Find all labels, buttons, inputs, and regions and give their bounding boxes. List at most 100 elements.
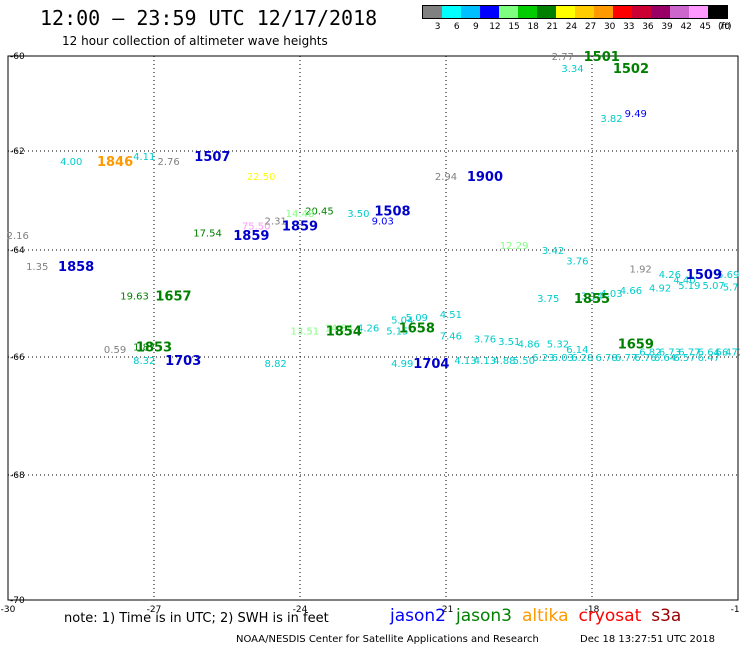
- pass-time-label: 1507: [194, 150, 230, 165]
- wave-height-label: 3.76: [474, 334, 496, 345]
- pass-time-label: 1858: [58, 260, 94, 275]
- color-swatch: [594, 6, 613, 18]
- wave-height-label: 12.29: [500, 241, 529, 252]
- color-swatch: [689, 6, 708, 18]
- wave-height-label: 5.04: [391, 316, 413, 327]
- wave-height-label: 4.11: [133, 152, 155, 163]
- color-scale-tick-label: 15: [508, 22, 520, 32]
- wave-height-label: 5.15: [386, 326, 408, 337]
- latitude-tick-label: -70: [10, 596, 25, 606]
- color-swatch: [632, 6, 651, 18]
- pass-time-label: 1854: [326, 324, 362, 339]
- color-swatch: [708, 6, 727, 18]
- wave-height-label: 1.92: [630, 265, 652, 276]
- pass-time-label: 1659: [618, 338, 654, 353]
- source-credit: NOAA/NESDIS Center for Satellite Applica…: [236, 634, 539, 645]
- wave-height-label: 3.51: [498, 337, 520, 348]
- generation-timestamp: Dec 18 13:27:51 UTC 2018: [580, 634, 715, 645]
- wave-height-label: 6.57: [673, 353, 695, 364]
- wave-height-label: 5.7: [723, 282, 739, 293]
- pass-time-label: 1657: [155, 289, 191, 304]
- wave-height-label: 3.82: [600, 114, 622, 125]
- wave-height-label: 6.77: [615, 353, 637, 364]
- latitude-tick-label: -60: [10, 52, 25, 62]
- pass-time-label: 1859: [233, 229, 269, 244]
- color-scale-tick-label: 30: [603, 22, 616, 32]
- wave-height-label: 4.13: [474, 356, 496, 367]
- color-scale-tick-label: 21: [546, 22, 559, 32]
- color-swatch: [423, 6, 442, 18]
- wave-height-label: 7.46: [440, 332, 462, 343]
- color-swatch: [518, 6, 537, 18]
- satellite-legend-jason3: jason3: [456, 606, 512, 626]
- satellite-legend: jason2 jason3 altika cryosat s3a: [390, 606, 691, 626]
- wave-height-label: 17.54: [193, 229, 222, 240]
- satellite-legend-s3a: s3a: [651, 606, 682, 626]
- wave-height-label: 6.23: [532, 353, 554, 364]
- wave-height-label: 6.47: [698, 353, 720, 364]
- wave-height-label: 6.03: [552, 353, 574, 364]
- wave-height-label: 19.63: [120, 291, 149, 302]
- wave-height-label: 14.84: [325, 324, 354, 335]
- wave-height-label: 13.51: [291, 326, 320, 337]
- wave-height-label: 4.92: [649, 283, 671, 294]
- wave-height-label: 2.77: [552, 52, 574, 63]
- color-scale-tick-label: 24: [565, 22, 578, 32]
- wave-height-label: 3.75: [537, 294, 559, 305]
- color-swatch: [613, 6, 632, 18]
- wave-height-label: 6.64: [654, 353, 676, 364]
- color-scale-tick-label: 12: [489, 22, 501, 32]
- wave-height-label: 4.00: [60, 157, 82, 168]
- color-swatch: [442, 6, 461, 18]
- color-swatch: [651, 6, 670, 18]
- wave-height-label: 14.48: [286, 209, 315, 220]
- pass-time-label: 1853: [136, 340, 172, 355]
- pass-time-label: 1502: [613, 62, 649, 77]
- wave-height-label: 1.87: [133, 342, 155, 353]
- color-swatch: [575, 6, 594, 18]
- color-swatch: [537, 6, 556, 18]
- color-scale-tick-label: 6: [453, 22, 460, 32]
- pass-time-label: 1859: [282, 219, 318, 234]
- footnote: note: 1) Time is in UTC; 2) SWH is in fe…: [64, 611, 329, 626]
- wave-height-label: 6.64: [698, 348, 720, 359]
- wave-height-label: 4.13: [454, 356, 476, 367]
- pass-time-label: 1846: [97, 155, 133, 170]
- wave-height-label: 8.32: [133, 356, 155, 367]
- color-scale-unit: (ft): [718, 22, 732, 32]
- wave-height-color-scale: [422, 5, 728, 19]
- color-scale-ticks: 3 6 9 12 15 18 21 24 27 30 33 36 39 42 45 70: [422, 22, 740, 34]
- wave-height-label: 6.78: [595, 353, 617, 364]
- color-scale-tick-label: 3: [434, 22, 441, 32]
- color-scale-tick-label: 70: [718, 22, 731, 32]
- wave-height-label: 4.03: [600, 289, 622, 300]
- map-subtitle: 12 hour collection of altimeter wave hei…: [62, 34, 328, 48]
- wave-height-label: 6.82: [639, 348, 661, 359]
- map-title: 12:00 – 23:59 UTC 12/17/2018: [40, 6, 378, 30]
- color-swatch: [461, 6, 480, 18]
- wave-height-label: 6.73: [659, 348, 681, 359]
- wave-height-label: 2.31: [265, 216, 287, 227]
- wave-height-label: 3.50: [347, 209, 369, 220]
- wave-height-label: 3.34: [561, 64, 583, 75]
- wave-height-label: 9.49: [625, 109, 647, 120]
- wave-height-label: 0.59: [104, 345, 126, 356]
- wave-height-label: 5.07: [703, 281, 725, 292]
- color-scale-tick-label: 33: [623, 22, 635, 32]
- color-scale-tick-label: 45: [699, 22, 712, 32]
- latitude-tick-label: -62: [10, 147, 25, 157]
- wave-height-label: 4.66: [620, 286, 642, 297]
- wave-height-label: 2.94: [435, 172, 457, 183]
- longitude-tick-label: -30: [1, 605, 16, 615]
- pass-time-label: 1703: [165, 354, 201, 369]
- wave-height-label: 8.82: [265, 359, 287, 370]
- wave-height-label: 3.14: [581, 291, 603, 302]
- satellite-legend-cryosat: cryosat: [578, 606, 642, 626]
- pass-time-label: 1658: [399, 322, 435, 337]
- color-scale-tick-label: 9: [472, 22, 479, 32]
- pass-time-label: 1501: [584, 50, 620, 65]
- wave-height-label: 3.76: [566, 257, 588, 268]
- wave-height-label: 3.42: [542, 246, 564, 257]
